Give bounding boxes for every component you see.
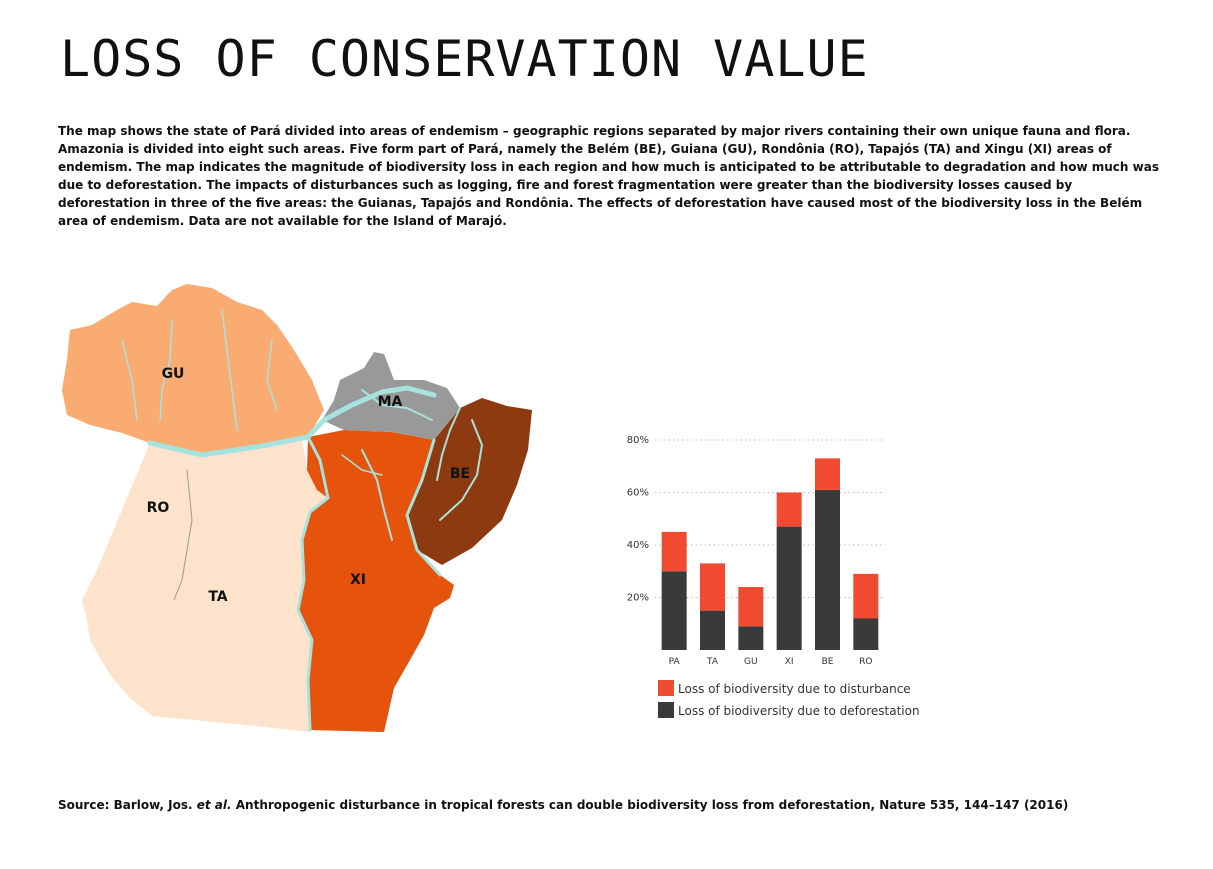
x-tick-label: RO bbox=[859, 657, 872, 667]
map-region-ma bbox=[322, 352, 460, 440]
bar-disturbance bbox=[853, 573, 879, 619]
bar-deforestation bbox=[776, 526, 802, 650]
map-region-xi bbox=[298, 430, 454, 732]
map-label-gu: GU bbox=[162, 366, 185, 382]
map-rivers bbox=[121, 309, 483, 732]
map-region-be bbox=[407, 398, 532, 565]
y-tick-label: 20% bbox=[627, 593, 649, 604]
map-region-ro-ta bbox=[82, 440, 328, 732]
legend-label: Loss of biodiversity due to deforestatio… bbox=[678, 704, 920, 718]
chart-x-ticks: PA TA GU XI BE RO bbox=[669, 657, 873, 667]
map-label-ma: MA bbox=[378, 394, 403, 410]
bar-deforestation bbox=[661, 571, 687, 650]
map-label-be: BE bbox=[450, 466, 470, 482]
y-tick-label: 60% bbox=[627, 488, 649, 499]
source-citation: Source: Barlow, Jos. et al. Anthropogeni… bbox=[58, 798, 1068, 812]
x-tick-label: GU bbox=[744, 657, 758, 667]
map-region-gu bbox=[62, 284, 324, 455]
legend-label: Loss of biodiversity due to disturbance bbox=[678, 682, 911, 696]
map-label-ro: RO bbox=[147, 500, 170, 516]
y-tick-label: 80% bbox=[627, 435, 649, 446]
description-text: The map shows the state of Pará divided … bbox=[58, 124, 1159, 228]
chart-y-ticks: 20% 40% 60% 80% bbox=[627, 435, 649, 604]
chart-gridlines bbox=[655, 439, 885, 598]
map-label-xi: XI bbox=[350, 572, 366, 588]
y-tick-label: 40% bbox=[627, 540, 649, 551]
chart-legend: Loss of biodiversity due to disturbance L… bbox=[658, 680, 920, 718]
map-label-ta: TA bbox=[208, 589, 227, 605]
bar-disturbance bbox=[700, 563, 725, 611]
source-prefix: Source: Barlow, Jos. bbox=[58, 798, 197, 812]
x-tick-label: BE bbox=[822, 657, 834, 667]
bar-deforestation bbox=[815, 489, 840, 650]
legend-swatch bbox=[658, 702, 674, 718]
bar-disturbance bbox=[815, 458, 840, 490]
biodiversity-loss-chart: 20% 40% 60% 80% PA TA GU XI BE RO Loss of biodiv… bbox=[627, 435, 920, 718]
x-tick-label: XI bbox=[785, 657, 794, 667]
bar-disturbance bbox=[738, 587, 764, 627]
endemism-map: GU MA BE RO XI TA bbox=[62, 284, 532, 732]
bar-disturbance bbox=[776, 492, 802, 527]
x-tick-label: TA bbox=[706, 657, 719, 667]
bar-deforestation bbox=[700, 610, 725, 650]
bar-deforestation bbox=[738, 626, 764, 650]
chart-bars bbox=[661, 458, 879, 650]
legend-swatch bbox=[658, 680, 674, 696]
bar-disturbance bbox=[661, 531, 687, 572]
bar-deforestation bbox=[853, 618, 879, 650]
page-title: LOSS OF CONSERVATION VALUE bbox=[60, 30, 869, 88]
source-italic: et al. bbox=[196, 798, 232, 812]
x-tick-label: PA bbox=[669, 657, 681, 667]
source-suffix: Anthropogenic disturbance in tropical fo… bbox=[231, 798, 1069, 812]
